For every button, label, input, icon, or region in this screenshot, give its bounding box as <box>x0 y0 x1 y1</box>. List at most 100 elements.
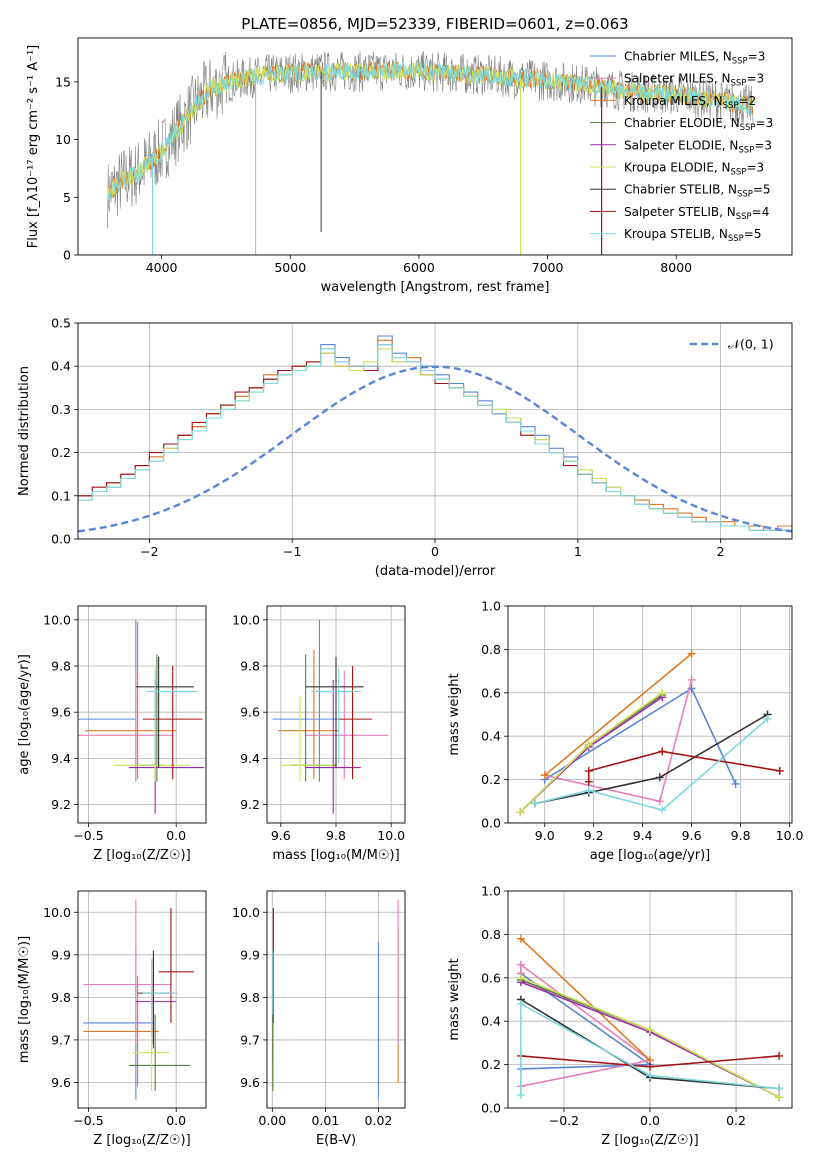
plot-area <box>83 899 194 1100</box>
legend-subscript: SSP <box>723 101 739 111</box>
series-marker <box>646 1025 654 1034</box>
x-tick-label: 0.0 <box>640 1113 660 1128</box>
x-axis-label: age [log₁₀(age/yr)] <box>590 848 711 863</box>
x-axis-label: wavelength [Angstrom, rest frame] <box>321 280 550 295</box>
legend-label: Chabrier STELIB, NSSP=5 <box>624 183 771 200</box>
series-marker <box>516 960 525 969</box>
y-tick-label: 9.7 <box>51 1032 71 1047</box>
legend-subscript: SSP <box>728 234 744 244</box>
series-line <box>534 718 769 811</box>
y-tick-label: 0.2 <box>51 445 71 460</box>
legend-label: Chabrier ELODIE, NSSP=3 <box>624 116 773 133</box>
y-tick-label: 0.6 <box>481 685 501 700</box>
x-tick-label: 0 <box>431 544 439 559</box>
series-marker <box>775 1093 784 1102</box>
x-axis-label: mass [log₁₀(M/M☉)] <box>272 848 399 863</box>
x-tick-label: −0.5 <box>73 1113 103 1128</box>
y-tick-label: 0.0 <box>481 1101 501 1116</box>
y-tick-label: 0.1 <box>51 488 71 503</box>
y-axis-label: mass weight <box>447 673 462 755</box>
plot-area <box>78 335 792 533</box>
series-line <box>519 694 663 813</box>
series-marker <box>516 973 525 982</box>
series-marker <box>540 771 549 780</box>
x-tick-label: 0.2 <box>726 1113 746 1128</box>
axes-frame <box>507 890 793 1109</box>
y-axis-label: mass weight <box>447 958 462 1040</box>
y-tick-label: 9.2 <box>240 797 260 812</box>
x-tick-label: 9.4 <box>633 828 653 843</box>
y-tick-label: 9.6 <box>51 705 71 720</box>
x-tick-label: 9.6 <box>271 828 291 843</box>
series-marker <box>655 797 664 806</box>
series-marker <box>655 773 664 782</box>
x-tick-label: 10.0 <box>377 828 405 843</box>
model-spectrum-line <box>107 61 754 204</box>
y-tick-label: 10 <box>55 132 71 147</box>
x-axis-label: (data-model)/error <box>375 564 496 579</box>
x-tick-label: −1 <box>283 544 301 559</box>
figure-title: PLATE=0856, MJD=52339, FIBERID=0601, z=0… <box>241 15 628 33</box>
x-tick-label: 9.2 <box>584 828 604 843</box>
series-line <box>534 713 768 805</box>
legend: Chabrier MILES, NSSP=3 Salpeter MILES, NS… <box>590 50 773 244</box>
plot-area <box>107 50 754 255</box>
y-tick-label: 0.8 <box>481 642 501 657</box>
y-tick-label: 10.0 <box>232 905 260 920</box>
y-tick-label: 0.8 <box>481 927 501 942</box>
series-marker <box>516 934 525 943</box>
plot-area <box>272 899 399 1100</box>
y-tick-label: 9.6 <box>240 1075 260 1090</box>
legend-subscript: SSP <box>737 190 753 200</box>
y-tick-label: 9.8 <box>51 990 71 1005</box>
panel-residuals: −2 −1 0 1 2 0.0 0.1 0.2 0.3 0.4 0.5 (data-model)/er… <box>17 316 793 579</box>
plot-area <box>516 649 784 817</box>
series-marker <box>658 747 667 756</box>
series-line <box>520 938 651 1061</box>
series-marker <box>584 740 593 749</box>
x-tick-label: 9.0 <box>535 828 555 843</box>
legend-count: =4 <box>752 205 770 219</box>
x-tick-label: 8000 <box>660 260 692 275</box>
y-tick-label: 9.6 <box>51 1075 71 1090</box>
series-marker <box>658 688 667 697</box>
x-tick-label: −0.2 <box>549 1113 579 1128</box>
y-tick-label: 9.4 <box>51 751 71 766</box>
series-line <box>544 679 693 803</box>
legend-subscript: SSP <box>731 79 747 89</box>
x-tick-label: 10.0 <box>776 828 804 843</box>
x-tick-label: 9.8 <box>731 828 751 843</box>
x-tick-label: 1 <box>574 544 582 559</box>
x-axis-label: E(B-V) <box>316 1133 356 1148</box>
y-tick-label: 5 <box>63 190 71 205</box>
series-marker <box>646 1071 654 1080</box>
legend-label: Kroupa STELIB, NSSP=5 <box>624 227 762 244</box>
legend-subscript: SSP <box>738 145 754 155</box>
legend-count: =3 <box>754 138 772 152</box>
y-axis-label: mass [log₁₀(M/M☉)] <box>17 936 32 1063</box>
x-tick-label: 9.8 <box>326 828 346 843</box>
y-tick-label: 0.0 <box>481 816 501 831</box>
series-marker <box>646 1062 654 1071</box>
panel-age-vs-Z: −0.5 0.0 9.2 9.4 9.6 9.8 10.0 Z [log₁₀(Z/Z☉)] ag… <box>17 605 207 863</box>
plot-area <box>516 934 784 1102</box>
series-line <box>520 963 652 1088</box>
y-tick-label: 1.0 <box>481 884 501 899</box>
y-tick-label: 1.0 <box>481 599 501 614</box>
y-tick-label: 9.8 <box>240 659 260 674</box>
x-axis-label: Z [log₁₀(Z/Z☉)] <box>93 848 190 863</box>
x-tick-label: 5000 <box>274 260 306 275</box>
legend-subscript: SSP <box>736 212 752 222</box>
x-tick-label: 0.0 <box>166 1113 186 1128</box>
x-tick-label: 0.02 <box>365 1113 393 1128</box>
series-marker <box>658 805 667 814</box>
y-tick-label: 9.4 <box>240 751 260 766</box>
histogram-step-line <box>78 344 792 531</box>
series-line <box>588 750 780 782</box>
x-tick-label: 0.00 <box>258 1113 286 1128</box>
y-tick-label: 10.0 <box>232 612 260 627</box>
x-tick-label: 9.6 <box>682 828 702 843</box>
legend-label: Salpeter STELIB, NSSP=4 <box>624 205 769 222</box>
series-marker <box>775 1084 784 1093</box>
